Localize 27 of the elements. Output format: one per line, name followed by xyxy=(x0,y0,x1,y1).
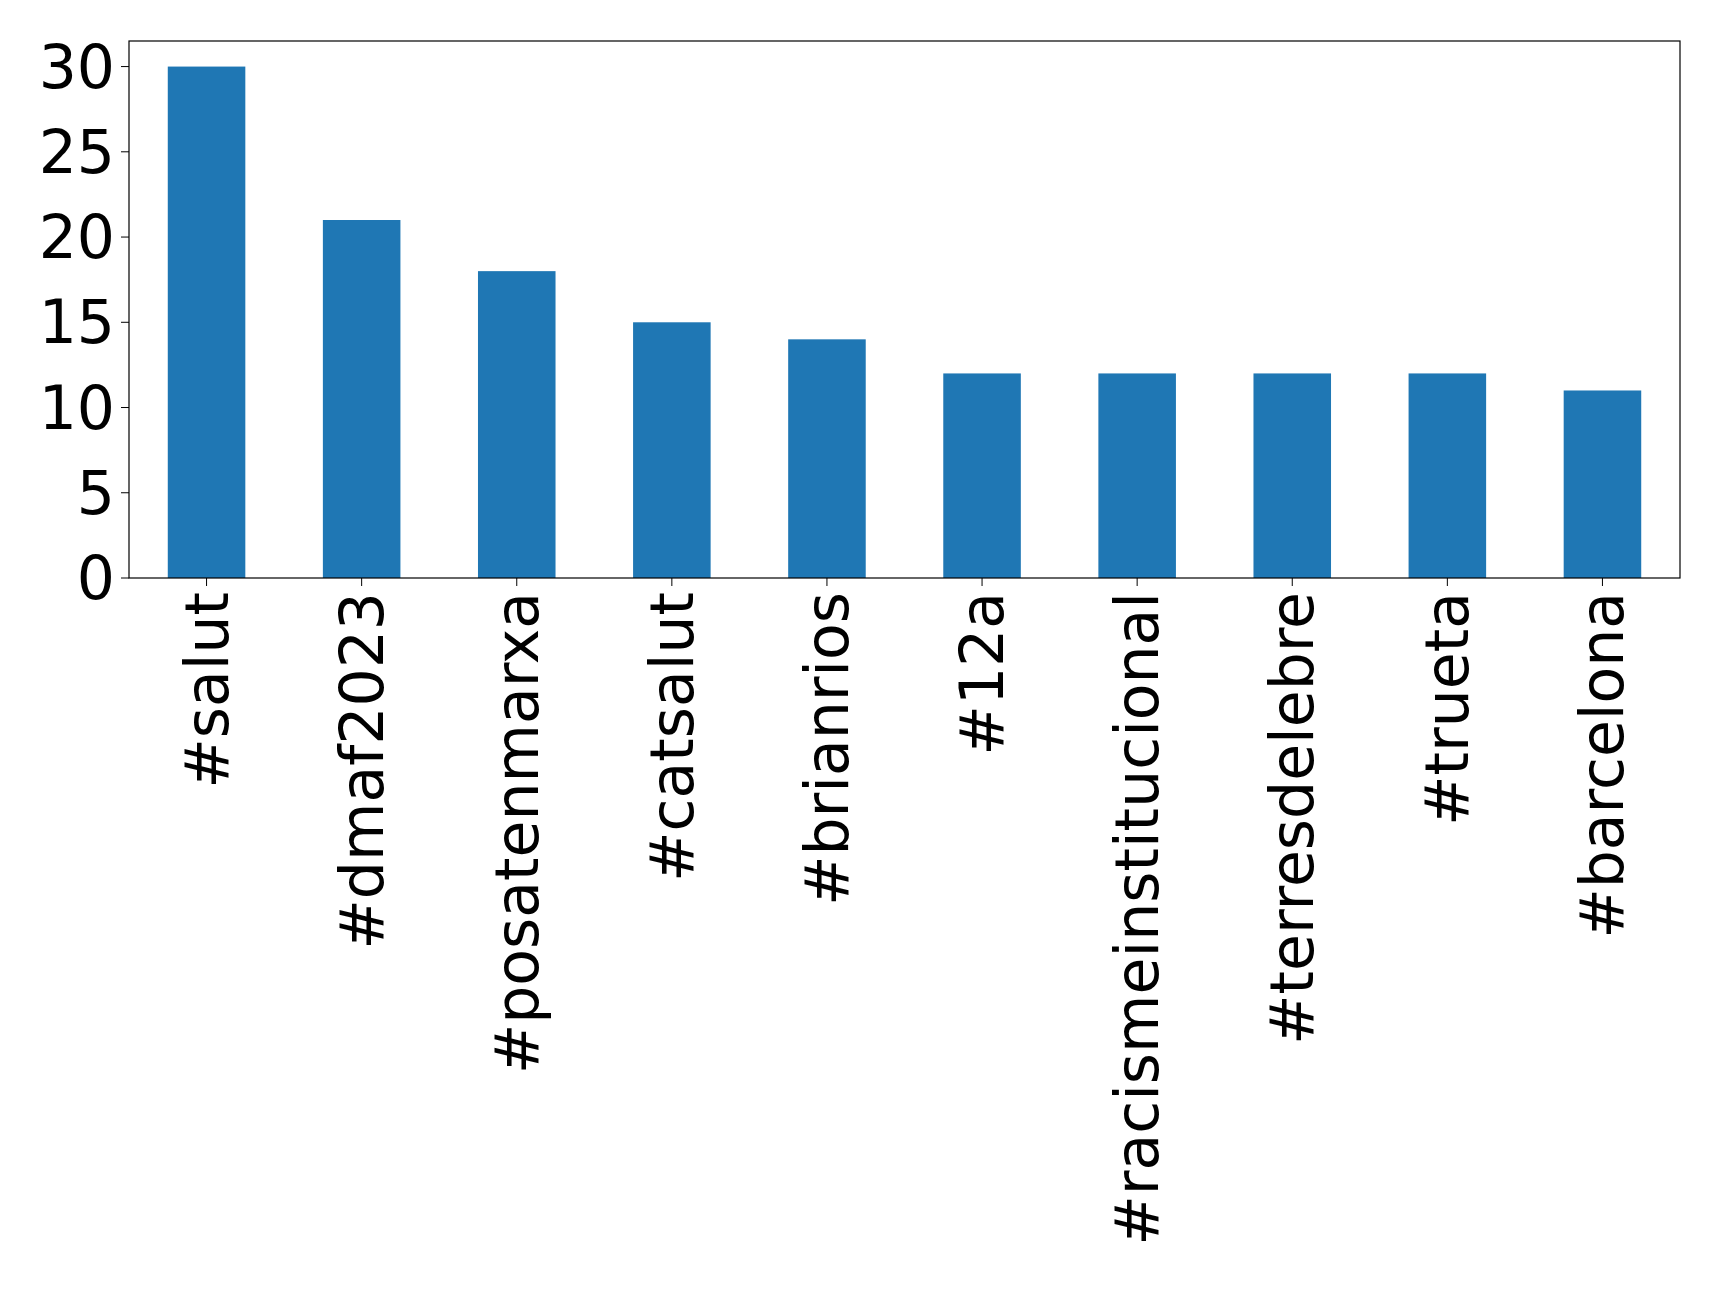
x-tick-label: #terresdelebre xyxy=(1257,592,1328,1045)
bar xyxy=(477,271,556,578)
bar xyxy=(322,220,401,578)
bar xyxy=(167,66,246,578)
x-tick-label: #racismeinstitucional xyxy=(1102,592,1173,1246)
bar xyxy=(1563,390,1642,578)
x-tick-label: #posatenmarxa xyxy=(481,592,552,1075)
y-tick-label: 5 xyxy=(76,457,115,528)
x-tick-label: #salut xyxy=(171,592,242,789)
bar xyxy=(1253,373,1332,578)
x-tick-label: #catsalut xyxy=(636,592,707,882)
x-tick-label: #trueta xyxy=(1412,592,1483,826)
bar xyxy=(788,339,866,578)
bar xyxy=(943,373,1021,578)
y-tick-label: 30 xyxy=(38,31,115,102)
x-tick-label: #12a xyxy=(947,592,1018,756)
y-tick-label: 15 xyxy=(38,287,115,358)
y-tick-label: 10 xyxy=(38,372,115,443)
bar xyxy=(1408,373,1487,578)
y-tick-label: 25 xyxy=(38,116,115,187)
x-tick-label: #barcelona xyxy=(1567,592,1638,939)
bar xyxy=(633,322,711,578)
y-tick-label: 0 xyxy=(76,543,115,613)
x-tick-label: #brianrios xyxy=(791,592,862,906)
x-tick-label: #dmaf2023 xyxy=(326,592,397,950)
y-tick-label: 20 xyxy=(38,202,115,273)
bar xyxy=(1098,373,1176,578)
